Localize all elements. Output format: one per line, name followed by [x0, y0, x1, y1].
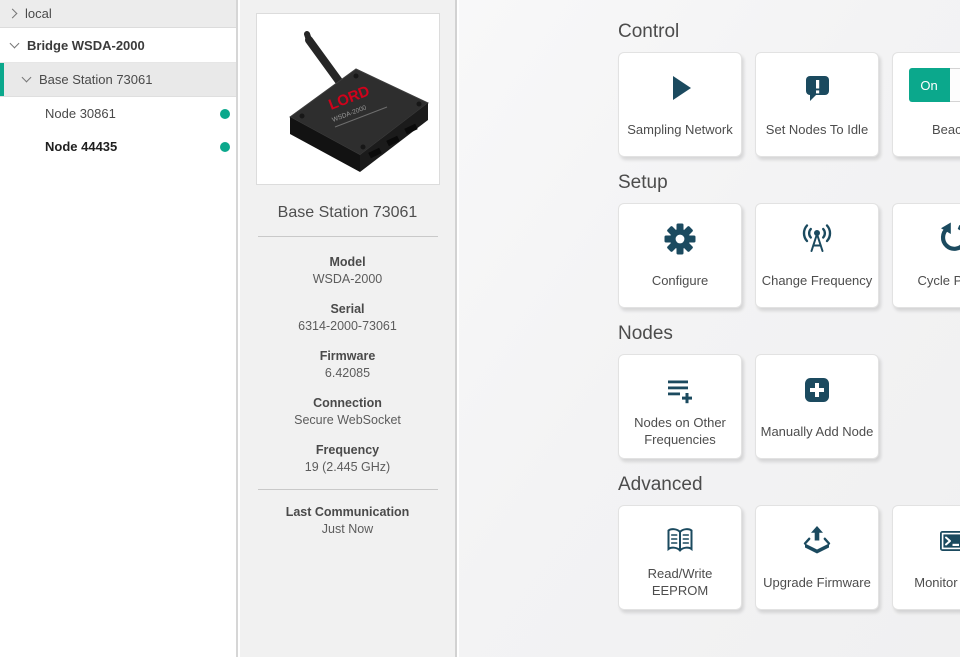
node-status-dot — [220, 108, 230, 119]
tree-item-node-44435[interactable]: Node 44435 — [0, 130, 236, 163]
square-plus-icon — [756, 372, 878, 408]
section-setup: Setup — [618, 171, 960, 308]
section-title: Setup — [618, 172, 668, 193]
upgrade-firmware-button[interactable]: Upgrade Firmware — [755, 505, 879, 610]
node-status-dot — [220, 141, 230, 152]
change-frequency-button[interactable]: Change Frequency — [755, 203, 879, 308]
section-title: Nodes — [618, 323, 673, 344]
section-control: Control Sampling Network Set Nodes To — [618, 20, 960, 157]
section-advanced: Advanced Read/Write EEPROM — [618, 473, 960, 610]
cycle-arrow-icon — [893, 221, 960, 257]
play-icon — [619, 70, 741, 106]
configure-button[interactable]: Configure — [618, 203, 742, 308]
chevron-down-icon[interactable] — [9, 38, 20, 48]
detail-connection: Connection Secure WebSocket — [294, 396, 401, 427]
tree-item-label: Node 44435 — [45, 139, 118, 154]
chevron-down-icon[interactable] — [21, 72, 32, 83]
divider — [257, 236, 438, 237]
book-open-icon — [619, 523, 741, 559]
tree-item-local[interactable]: local — [0, 0, 236, 28]
manually-add-node-button[interactable]: Manually Add Node — [755, 354, 879, 459]
tree-item-label: Bridge WSDA-2000 — [27, 37, 145, 53]
tree-item-label: local — [25, 6, 52, 21]
toggle-on-segment[interactable]: On — [908, 68, 950, 102]
set-nodes-to-idle-button[interactable]: Set Nodes To Idle — [755, 52, 879, 157]
monitor-mode-button[interactable]: Monitor Mode — [892, 505, 960, 610]
list-plus-icon — [619, 372, 741, 408]
beacon-toggle[interactable]: On — [893, 68, 960, 106]
sampling-network-button[interactable]: Sampling Network — [618, 52, 742, 157]
tree-item-label: Base Station 73061 — [39, 72, 153, 87]
detail-last-communication: Last Communication Just Now — [285, 505, 410, 536]
tree-item-label: Node 30861 — [45, 106, 116, 121]
broadcast-tower-icon — [756, 221, 878, 257]
device-info-panel: LORD WSDA-2000 Base Station 73061 Model … — [240, 0, 457, 657]
section-nodes: Nodes Nodes on Other Frequencies — [618, 322, 960, 459]
divider — [257, 489, 438, 490]
wsda-2000-illustration: LORD WSDA-2000 — [288, 31, 429, 172]
device-title: Base Station 73061 — [277, 204, 418, 221]
toggle-off-segment[interactable] — [949, 68, 960, 102]
gear-icon — [619, 221, 741, 257]
read-write-eeprom-button[interactable]: Read/Write EEPROM — [618, 505, 742, 610]
tree-item-node-30861[interactable]: Node 30861 — [0, 97, 236, 130]
section-title: Advanced — [618, 474, 703, 495]
detail-frequency: Frequency 19 (2.445 GHz) — [304, 443, 391, 474]
detail-model: Model WSDA-2000 — [312, 255, 383, 286]
tree-item-base-station[interactable]: Base Station 73061 — [0, 63, 236, 97]
chevron-right-icon[interactable] — [7, 8, 18, 19]
detail-serial: Serial 6314-2000-73061 — [298, 302, 397, 333]
actions-panel: Control Sampling Network Set Nodes To — [459, 0, 960, 657]
device-photo: LORD WSDA-2000 — [255, 13, 440, 185]
cycle-power-button[interactable]: Cycle Power — [892, 203, 960, 308]
nodes-on-other-frequencies-button[interactable]: Nodes on Other Frequencies — [618, 354, 742, 459]
device-details: Model WSDA-2000 Serial 6314-2000-73061 F… — [240, 254, 455, 476]
tree-item-bridge[interactable]: Bridge WSDA-2000 — [0, 28, 236, 63]
terminal-icon — [893, 523, 960, 559]
upload-icon — [756, 523, 878, 559]
message-exclamation-icon — [756, 70, 878, 106]
detail-firmware: Firmware 6.42085 — [319, 349, 376, 380]
section-title: Control — [618, 21, 680, 42]
beacon-button[interactable]: On Beacon — [892, 52, 960, 157]
device-tree-sidebar: local Bridge WSDA-2000 Base Station 7306… — [0, 0, 238, 657]
